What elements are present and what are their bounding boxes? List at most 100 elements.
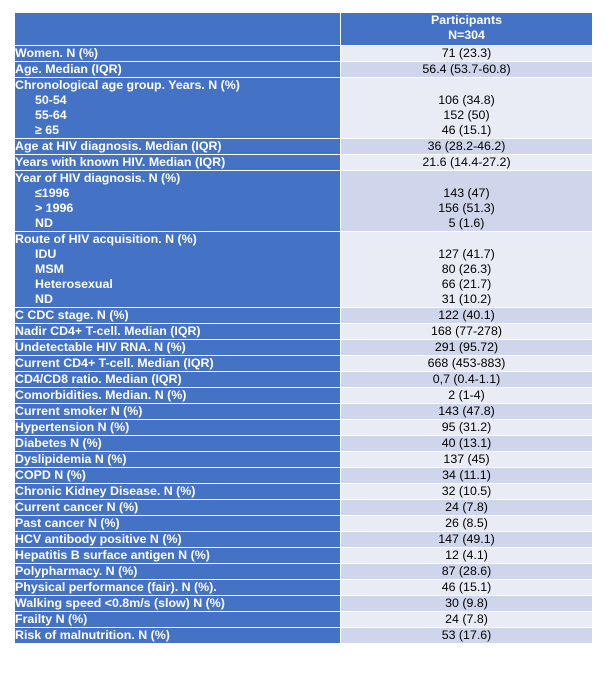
row-label-cell: HCV antibody positive N (%) xyxy=(14,531,341,548)
row-sub-label: ≤1996 xyxy=(35,186,70,200)
row-value: 32 (10.5) xyxy=(441,484,492,498)
row-value-cell: 30 (9.8) xyxy=(340,595,593,612)
row-label: Year of HIV diagnosis. N (%) xyxy=(15,171,181,185)
row-value-cell: 0,7 (0.4-1.1) xyxy=(340,371,593,388)
row-sub-value: 106 (34.8) xyxy=(438,93,495,107)
row-sub-label: IDU xyxy=(35,247,57,261)
row-sub-label: MSM xyxy=(35,262,64,276)
value-spacer xyxy=(341,171,592,186)
row-label: Years with known HIV. Median (IQR) xyxy=(15,155,226,169)
table-body: Women. N (%) 71 (23.3) Age. Median (IQR) 56… xyxy=(14,45,593,644)
row-sub-value: 66 (21.7) xyxy=(441,277,492,291)
row-label-cell: Current smoker N (%) xyxy=(14,403,341,420)
row-value-cell: 147 (49.1) xyxy=(340,531,593,548)
row-value: 56.4 (53.7-60.8) xyxy=(422,62,511,76)
table-row: Hepatitis B surface antigen N (%) 12 (4.1… xyxy=(14,547,593,564)
row-label: Women. N (%) xyxy=(15,46,99,60)
row-value: 137 (45) xyxy=(443,452,490,466)
row-value-cell: 87 (28.6) xyxy=(340,563,593,580)
row-label: Physical performance (fair). N (%). xyxy=(15,580,217,594)
row-label-cell: C CDC stage. N (%) xyxy=(14,307,341,324)
row-label-cell: Women. N (%) xyxy=(14,45,341,62)
row-value: 0,7 (0.4-1.1) xyxy=(432,372,501,386)
row-value-cell: 668 (453-883) xyxy=(340,355,593,372)
row-value-cell: 46 (15.1) xyxy=(340,579,593,596)
table-row: Current smoker N (%) 143 (47.8) xyxy=(14,403,593,420)
row-sub-label: ≥ 65 xyxy=(35,123,60,137)
row-label: Risk of malnutrition. N (%) xyxy=(15,628,170,642)
row-sub-value: 152 (50) xyxy=(443,108,490,122)
row-label: Past cancer N (%) xyxy=(15,516,120,530)
table-row: Undetectable HIV RNA. N (%) 291 (95.72) xyxy=(14,339,593,356)
row-label: HCV antibody positive N (%) xyxy=(15,532,182,546)
row-label: Hypertension N (%) xyxy=(15,420,130,434)
table-row: Age. Median (IQR) 56.4 (53.7-60.8) xyxy=(14,61,593,78)
row-value: 87 (28.6) xyxy=(441,564,492,578)
participants-table: Participants N=304 Women. N (%) 71 (23.3)… xyxy=(14,12,593,644)
row-label-cell: Hepatitis B surface antigen N (%) xyxy=(14,547,341,564)
header-participants-label: Participants xyxy=(431,13,502,27)
table-row: Women. N (%) 71 (23.3) xyxy=(14,45,593,62)
table-row: Current cancer N (%) 24 (7.8) xyxy=(14,499,593,516)
row-value-cell: 291 (95.72) xyxy=(340,339,593,356)
row-value: 168 (77-278) xyxy=(431,324,502,338)
row-label-cell: Hypertension N (%) xyxy=(14,419,341,436)
row-value-cell: 137 (45) xyxy=(340,451,593,468)
table-row: Dyslipidemia N (%) 137 (45) xyxy=(14,451,593,468)
row-label-cell: Current CD4+ T-cell. Median (IQR) xyxy=(14,355,341,372)
table-row: Years with known HIV. Median (IQR) 21.6 (… xyxy=(14,154,593,171)
row-value-cell: 168 (77-278) xyxy=(340,323,593,340)
table-row: Comorbidities. Median. N (%) 2 (1-4) xyxy=(14,387,593,404)
row-value: 40 (13.1) xyxy=(441,436,492,450)
row-value: 30 (9.8) xyxy=(445,596,488,610)
row-label: Current CD4+ T-cell. Median (IQR) xyxy=(15,356,214,370)
row-value-cell: 143 (47.8) xyxy=(340,403,593,420)
row-label: Undetectable HIV RNA. N (%) xyxy=(15,340,186,354)
table-row: Age at HIV diagnosis. Median (IQR) 36 (28… xyxy=(14,138,593,155)
row-label-cell: Undetectable HIV RNA. N (%) xyxy=(14,339,341,356)
row-label-cell: Dyslipidemia N (%) xyxy=(14,451,341,468)
table-row: HCV antibody positive N (%) 147 (49.1) xyxy=(14,531,593,548)
row-value: 12 (4.1) xyxy=(445,548,488,562)
row-value: 147 (49.1) xyxy=(438,532,495,546)
row-label: Age. Median (IQR) xyxy=(15,62,122,76)
row-sub-value: 31 (10.2) xyxy=(441,292,492,306)
row-label-cell: Walking speed <0.8m/s (slow) N (%) xyxy=(14,595,341,612)
row-label: Dyslipidemia N (%) xyxy=(15,452,127,466)
row-value: 143 (47.8) xyxy=(438,404,495,418)
row-label-cell: Age. Median (IQR) xyxy=(14,61,341,78)
row-value-cell: 24 (7.8) xyxy=(340,499,593,516)
row-value-cell: 2 (1-4) xyxy=(340,387,593,404)
row-label-cell: Year of HIV diagnosis. N (%) ≤1996 > 1996 N… xyxy=(14,170,341,232)
row-value-cell: 71 (23.3) xyxy=(340,45,593,62)
table-row: COPD N (%) 34 (11.1) xyxy=(14,467,593,484)
row-value-cell: 95 (31.2) xyxy=(340,419,593,436)
row-value-cell: 24 (7.8) xyxy=(340,611,593,628)
header-participants-cell: Participants N=304 xyxy=(340,12,593,46)
row-label-cell: Nadir CD4+ T-cell. Median (IQR) xyxy=(14,323,341,340)
row-value: 24 (7.8) xyxy=(445,612,488,626)
row-label: Hepatitis B surface antigen N (%) xyxy=(15,548,210,562)
table-row: Risk of malnutrition. N (%) 53 (17.6) xyxy=(14,627,593,644)
table-row: Chronic Kidney Disease. N (%) 32 (10.5) xyxy=(14,483,593,500)
table-row: Route of HIV acquisition. N (%) IDU MSM Het… xyxy=(14,231,593,308)
table-row: C CDC stage. N (%) 122 (40.1) xyxy=(14,307,593,324)
header-empty-cell xyxy=(14,12,341,46)
row-label: Age at HIV diagnosis. Median (IQR) xyxy=(15,139,222,153)
table-row: Nadir CD4+ T-cell. Median (IQR) 168 (77-2… xyxy=(14,323,593,340)
row-label-cell: Past cancer N (%) xyxy=(14,515,341,532)
row-value-cell: 21.6 (14.4-27.2) xyxy=(340,154,593,171)
row-sub-value: 156 (51.3) xyxy=(438,201,495,215)
table-row: Chronological age group. Years. N (%) 50-… xyxy=(14,77,593,139)
row-sub-label: 55-64 xyxy=(35,108,67,122)
value-spacer xyxy=(341,232,592,247)
table-row: CD4/CD8 ratio. Median (IQR) 0,7 (0.4-1.1) xyxy=(14,371,593,388)
row-sub-value: 46 (15.1) xyxy=(441,123,492,137)
row-label-cell: Comorbidities. Median. N (%) xyxy=(14,387,341,404)
row-label-cell: Age at HIV diagnosis. Median (IQR) xyxy=(14,138,341,155)
row-label-cell: Chronic Kidney Disease. N (%) xyxy=(14,483,341,500)
row-value: 24 (7.8) xyxy=(445,500,488,514)
row-label-cell: Diabetes N (%) xyxy=(14,435,341,452)
value-spacer xyxy=(341,78,592,93)
row-value: 668 (453-883) xyxy=(427,356,506,370)
